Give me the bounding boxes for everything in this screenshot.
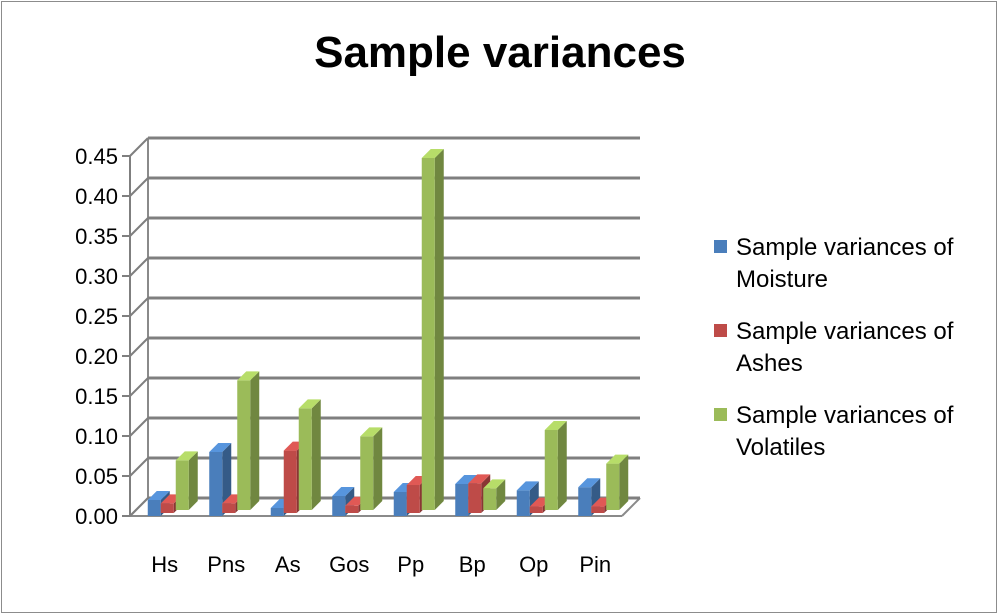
bar-moisture-pns: [209, 452, 223, 516]
bar-moisture-as: [270, 508, 284, 516]
legend-item-moisture: Sample variances of Moisture: [714, 232, 994, 296]
x-tick-label: Op: [519, 552, 548, 577]
x-tick-label: As: [275, 552, 301, 577]
bar-top-moisture-pns: [209, 443, 232, 452]
y-tick-label: 0.10: [75, 424, 118, 449]
y-tick-label: 0.25: [75, 304, 118, 329]
bar-volatiles-pin: [606, 463, 620, 510]
bar-ashes-hs: [160, 503, 174, 513]
bar-ashes-pp: [406, 485, 420, 513]
bar-top-ashes-bp: [468, 474, 491, 484]
floor-right-edge: [621, 497, 641, 517]
gridline-depth: [129, 457, 149, 477]
bar-ashes-bp: [468, 483, 482, 513]
bar-volatiles-op: [544, 430, 558, 510]
bar-moisture-gos: [332, 496, 346, 516]
gridline-depth: [129, 377, 149, 397]
bar-side-volatiles-pp: [434, 149, 444, 510]
bar-side-volatiles-as: [311, 399, 321, 510]
bar-top-volatiles-op: [544, 421, 567, 430]
y-tick-label: 0.45: [75, 144, 118, 169]
bar-volatiles-hs: [175, 460, 189, 510]
bar-top-moisture-hs: [147, 491, 170, 500]
y-tick-label: 0.35: [75, 224, 118, 249]
bar-top-volatiles-as: [298, 399, 321, 409]
bar-moisture-pin: [578, 487, 592, 516]
legend-swatch-ashes: [714, 324, 727, 337]
bar-top-volatiles-gos: [360, 427, 383, 437]
legend-label-moisture: Sample variances of Moisture: [736, 234, 954, 293]
bar-ashes-pin: [591, 506, 605, 513]
chart-title: Sample variances: [314, 28, 686, 77]
bar-top-moisture-gos: [332, 487, 355, 496]
gridline-depth: [129, 297, 149, 317]
bar-side-volatiles-hs: [188, 451, 198, 510]
gridline-depth: [129, 137, 149, 157]
bar-volatiles-gos: [360, 436, 374, 510]
legend-label-ashes: Sample variances of Ashes: [736, 318, 954, 377]
bar-volatiles-pp: [421, 158, 435, 510]
bar-side-volatiles-op: [557, 421, 567, 510]
bar-side-volatiles-gos: [373, 427, 383, 510]
x-tick-label: Gos: [329, 552, 369, 577]
bar-moisture-pp: [393, 492, 407, 516]
y-tick-label: 0.05: [75, 464, 118, 489]
bar-side-volatiles-pns: [250, 371, 260, 510]
bar-ashes-gos: [345, 505, 359, 513]
bar-volatiles-bp: [483, 488, 497, 510]
bar-volatiles-as: [298, 408, 312, 510]
y-tick-label: 0.20: [75, 344, 118, 369]
legend-swatch-moisture: [714, 240, 727, 253]
gridline-depth: [129, 217, 149, 237]
gridline-depth: [129, 497, 149, 517]
y-tick-label: 0.00: [75, 504, 118, 529]
bar-ashes-as: [283, 450, 297, 513]
bar-top-volatiles-pp: [421, 149, 444, 158]
x-tick-label: Bp: [459, 552, 486, 577]
y-tick-label: 0.40: [75, 184, 118, 209]
x-tick-label: Pp: [397, 552, 424, 577]
legend-item-ashes: Sample variances of Ashes: [714, 316, 994, 380]
bar-top-moisture-pin: [578, 478, 601, 488]
bar-top-volatiles-bp: [483, 479, 506, 489]
bar-top-moisture-bp: [455, 475, 478, 484]
gridline-depth: [129, 257, 149, 277]
y-tick-label: 0.30: [75, 264, 118, 289]
bar-top-moisture-op: [516, 481, 539, 491]
bar-side-volatiles-bp: [496, 479, 506, 510]
bar-top-volatiles-hs: [175, 451, 198, 461]
gridline-depth: [129, 417, 149, 437]
legend-label-volatiles: Sample variances of Volatiles: [736, 402, 954, 461]
gridline-depth: [129, 177, 149, 197]
bar-ashes-pns: [222, 503, 236, 513]
legend-item-volatiles: Sample variances of Volatiles: [714, 400, 994, 464]
bar-ashes-op: [529, 506, 543, 513]
x-tick-label: Pns: [207, 552, 245, 577]
bar-top-volatiles-pns: [237, 371, 260, 381]
gridline-depth: [129, 337, 149, 357]
bar-moisture-op: [516, 490, 530, 516]
x-tick-label: Pin: [579, 552, 611, 577]
bar-moisture-hs: [147, 500, 161, 516]
bar-volatiles-pns: [237, 380, 251, 510]
bar-moisture-bp: [455, 484, 469, 516]
bar-side-volatiles-pin: [619, 454, 629, 510]
chart-legend: Sample variances of Moisture Sample vari…: [714, 232, 994, 484]
y-tick-label: 0.15: [75, 384, 118, 409]
x-tick-label: Hs: [151, 552, 178, 577]
legend-swatch-volatiles: [714, 408, 727, 421]
bar-top-volatiles-pin: [606, 454, 629, 464]
